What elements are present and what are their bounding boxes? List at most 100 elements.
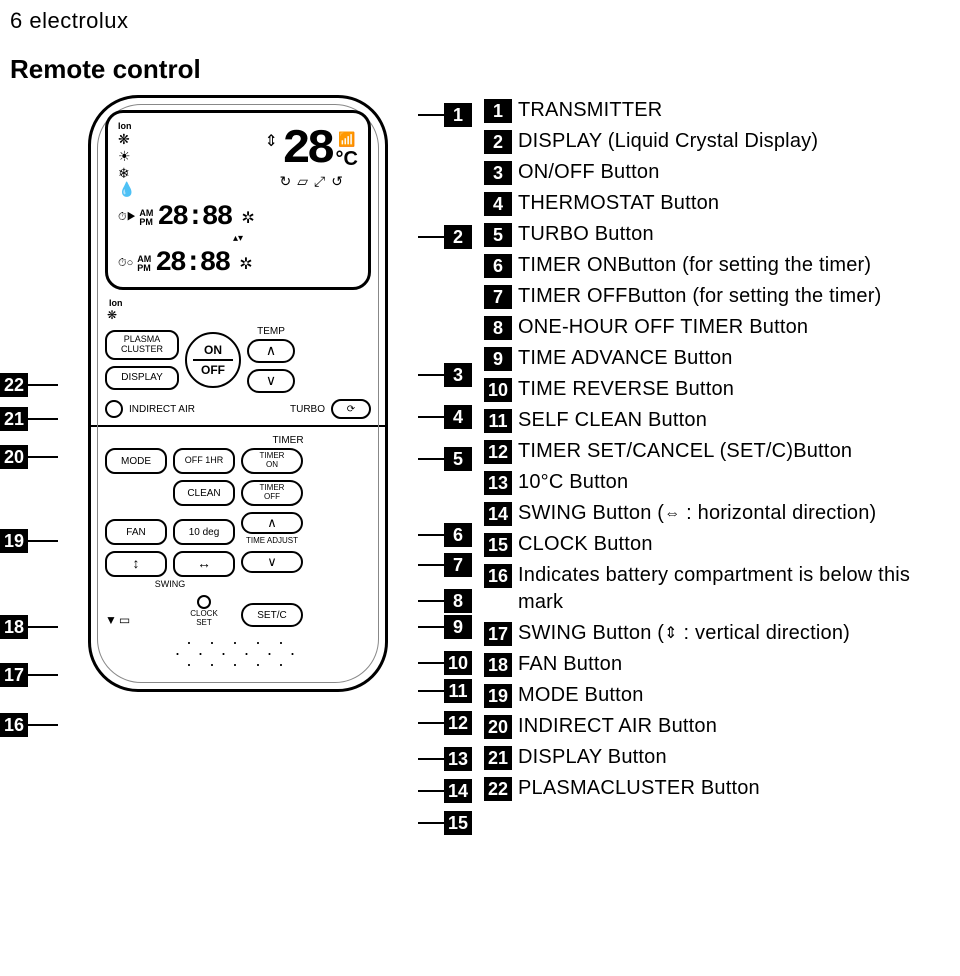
legend-text: SWING Button (⇔ : horizontal direction) [518,500,876,527]
callout-right-7: 7 [418,553,472,577]
main-layout: 22212019181716 Ion ❋ ☀ ❄ 💧 ⇕ [0,95,960,806]
time-reverse-button[interactable]: ∨ [241,551,303,573]
clean-button[interactable]: CLEAN [173,480,235,506]
off-1hr-button[interactable]: OFF 1HR [173,448,235,474]
drop-icon: 💧 [118,181,135,198]
brand-name: electrolux [29,8,128,33]
updown-icon: ⇕ [265,131,278,151]
swing-horizontal-button[interactable]: ↔ [173,551,235,577]
lead-line [418,822,444,824]
on-off-button[interactable]: ON OFF [185,332,241,388]
temp-down-button[interactable]: ∨ [247,369,295,393]
lead-line [418,690,444,692]
callout-right-9: 9 [418,615,472,639]
page-header: 6 electrolux [0,0,960,34]
callout-number: 18 [0,615,28,639]
on-off-divider [193,359,233,361]
pm-label-2: PM [137,264,151,273]
clock-label: CLOCK [190,609,218,618]
callout-number: 10 [444,651,472,675]
lcd-mode-icons: ❋ ☀ ❄ 💧 [118,131,135,198]
callout-number: 14 [444,779,472,803]
callout-number: 9 [444,615,472,639]
legend-text: TIME ADVANCE Button [518,345,733,372]
callout-right-5: 5 [418,447,472,471]
temp-up-button[interactable]: ∧ [247,339,295,363]
callout-left-18: 18 [0,615,58,639]
legend-row-14: 14SWING Button (⇔ : horizontal direction… [484,500,960,527]
ten-deg-button[interactable]: 10 deg [173,519,235,545]
time-adjust-label: TIME ADJUST [246,536,298,545]
fan-button[interactable]: FAN [105,519,167,545]
mode-button[interactable]: MODE [105,448,167,474]
temp-label: TEMP [257,326,285,337]
legend-number: 17 [484,622,512,646]
legend-row-6: 6TIMER ONButton (for setting the timer) [484,252,960,279]
legend-number: 22 [484,777,512,801]
legend-text: MODE Button [518,682,644,709]
legend-text: SELF CLEAN Button [518,407,707,434]
battery-icon: ▭ [119,613,130,627]
turbo-button[interactable]: ⟳ [331,399,371,419]
pm-label-1: PM [139,218,153,227]
callout-number: 22 [0,373,28,397]
set-label: SET [196,618,212,627]
remote-wrap: Ion ❋ ☀ ❄ 💧 ⇕ 28 📶 ° [68,95,408,806]
on-label: ON [204,343,222,357]
swing-v-icon: ↺ [331,173,343,190]
cluster-mid-icon: ❋ [107,308,371,322]
legend-number: 13 [484,471,512,495]
callout-right-2: 2 [418,225,472,249]
callout-number: 19 [0,529,28,553]
lead-line [418,790,444,792]
callout-number: 5 [444,447,472,471]
lcd-temp-digits: 28 [282,131,332,169]
plasma-cluster-button[interactable]: PLASMA CLUSTER [105,330,179,360]
callout-left-20: 20 [0,445,58,469]
legend-text: PLASMACLUSTER Button [518,775,760,802]
clock-button[interactable] [197,595,211,609]
legend-number: 19 [484,684,512,708]
timer-on-button[interactable]: TIMER ON [241,448,303,474]
timer-label: TIMER [205,435,371,446]
louver-icon: ▱ [297,173,308,190]
lead-line [418,416,444,418]
swing-horizontal-icon: ⇔ [664,503,680,525]
legend-row-8: 8ONE-HOUR OFF TIMER Button [484,314,960,341]
time-advance-button[interactable]: ∧ [241,512,303,534]
legend-number: 7 [484,285,512,309]
legend-number: 1 [484,99,512,123]
display-button[interactable]: DISPLAY [105,366,179,390]
lead-line [418,114,444,116]
callout-number: 4 [444,405,472,429]
signal-icon: 📶 [338,131,355,148]
legend-row-4: 4THERMOSTAT Button [484,190,960,217]
lead-line [418,374,444,376]
callout-number: 7 [444,553,472,577]
snow-icon: ❄ [118,165,135,182]
legend-number: 10 [484,378,512,402]
legend-text: TURBO Button [518,221,654,248]
set-c-button[interactable]: SET/C [241,603,303,627]
legend-number: 6 [484,254,512,278]
lcd-display: Ion ❋ ☀ ❄ 💧 ⇕ 28 📶 ° [105,110,371,290]
legend-number: 12 [484,440,512,464]
cycle-icon: ↻ [280,173,292,190]
callout-right-6: 6 [418,523,472,547]
legend-text: TRANSMITTER [518,97,662,124]
lead-line [418,534,444,536]
timer-off-button[interactable]: TIMER OFF [241,480,303,506]
callout-left-19: 19 [0,529,58,553]
lead-line [418,600,444,602]
swing-label: SWING [155,579,186,589]
legend-number: 21 [484,746,512,770]
lcd-unit: °C [336,148,358,171]
swing-vertical-button[interactable]: ↕ [105,551,167,577]
swing-vertical-icon: ⇕ [664,623,678,645]
legend-row-10: 10TIME REVERSE Button [484,376,960,403]
legend-number: 5 [484,223,512,247]
off-label: OFF [201,363,225,377]
lead-line [28,674,58,676]
indirect-air-label: INDIRECT AIR [129,404,195,415]
callout-right-8: 8 [418,589,472,613]
